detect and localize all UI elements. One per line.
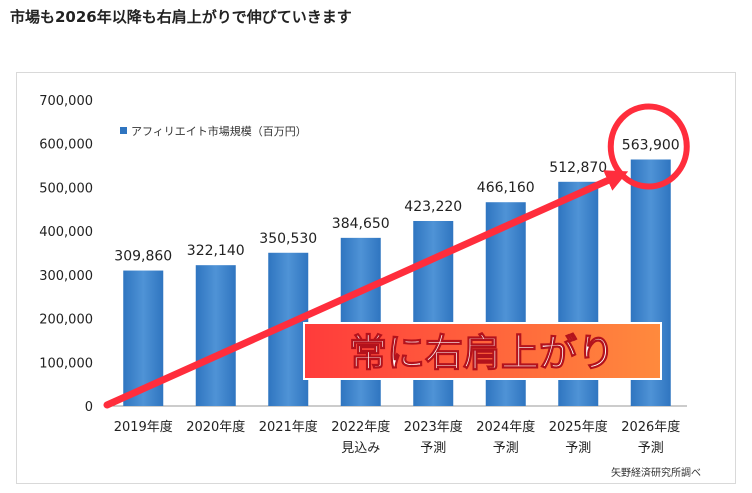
bar <box>195 265 236 406</box>
x-tick-label: 2019年度 <box>114 419 173 435</box>
data-label: 350,530 <box>259 231 317 247</box>
data-label: 512,870 <box>549 160 607 176</box>
y-tick-label: 700,000 <box>39 94 93 109</box>
y-tick-label: 0 <box>85 400 93 415</box>
data-label: 423,220 <box>404 199 462 215</box>
source-note: 矢野経済研究所調べ <box>611 466 701 479</box>
x-tick-sublabel: 予測 <box>638 441 664 456</box>
x-tick-label: 2026年度 <box>621 419 680 435</box>
y-tick-label: 100,000 <box>39 356 93 371</box>
x-tick-sublabel: 予測 <box>420 441 446 456</box>
chart-frame: 0 100,000 200,000 300,000 400,000 500,000 600,… <box>16 72 736 484</box>
y-tick-label: 400,000 <box>39 225 93 240</box>
callout-text: 常に右肩上がり <box>349 331 615 375</box>
y-tick-label: 600,000 <box>39 138 93 153</box>
x-tick-label: 2021年度 <box>259 419 318 435</box>
x-tick-label: 2022年度 <box>331 419 390 435</box>
data-label: 466,160 <box>477 180 535 196</box>
x-tick-label: 2024年度 <box>476 419 535 435</box>
legend-swatch <box>120 127 127 134</box>
x-tick-label: 2023年度 <box>404 419 463 435</box>
trend-arrow <box>103 170 629 409</box>
x-tick-label: 2025年度 <box>549 419 608 435</box>
y-tick-label: 500,000 <box>39 181 93 196</box>
y-tick-label: 200,000 <box>39 313 93 328</box>
x-tick-sublabel: 見込み <box>341 441 380 456</box>
page-title: 市場も2026年以降も右肩上がりで伸びていきます <box>10 8 352 26</box>
bar <box>340 237 381 406</box>
highlight-circle <box>607 103 690 190</box>
bar-chart: 0 100,000 200,000 300,000 400,000 500,000 600,… <box>39 94 701 479</box>
x-tick-sublabel: 予測 <box>565 441 591 456</box>
data-label: 309,860 <box>114 249 172 265</box>
data-label: 384,650 <box>332 216 390 232</box>
data-label: 563,900 <box>622 137 680 153</box>
callout-box <box>303 322 662 380</box>
x-tick-sublabel: 予測 <box>493 441 519 456</box>
x-tick-label: 2020年度 <box>186 419 245 435</box>
legend-label: アフィリエイト市場規模（百万円） <box>131 124 307 138</box>
data-label: 322,140 <box>187 243 245 259</box>
y-tick-label: 300,000 <box>39 269 93 284</box>
